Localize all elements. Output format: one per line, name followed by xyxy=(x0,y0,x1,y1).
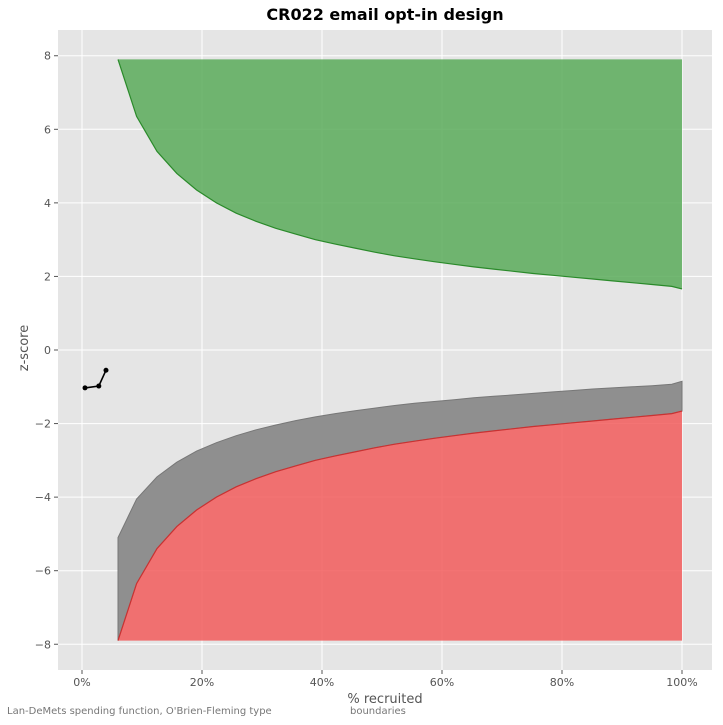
boundary-areas xyxy=(117,59,683,641)
y-tick-label: 8 xyxy=(44,50,51,63)
observed-path xyxy=(82,367,109,391)
footnote-text-continued: boundaries xyxy=(350,706,406,717)
efficacy-region xyxy=(118,59,682,289)
x-tick-label: 20% xyxy=(190,676,214,689)
x-tick-label: 40% xyxy=(310,676,334,689)
harm-region xyxy=(118,411,682,641)
lower-boundary-line xyxy=(117,410,683,641)
y-axis-label: z-score xyxy=(17,325,32,371)
x-tick-label: 60% xyxy=(430,676,454,689)
chart-title: CR022 email opt-in design xyxy=(266,5,503,24)
y-tick-label: 0 xyxy=(44,344,51,357)
x-axis-label: % recruited xyxy=(347,692,422,707)
upper-boundary-line xyxy=(117,59,683,290)
observed-point xyxy=(82,385,88,391)
y-tick-label: 6 xyxy=(44,123,51,136)
observed-point xyxy=(96,383,102,389)
y-tick-label: −2 xyxy=(35,418,51,431)
y-tick-label: 4 xyxy=(44,197,51,210)
observed-point xyxy=(103,367,109,373)
y-tick-label: −4 xyxy=(35,491,51,504)
x-tick-label: 100% xyxy=(666,676,697,689)
y-tick-label: −8 xyxy=(35,638,51,651)
y-tick-label: −6 xyxy=(35,565,51,578)
x-axis-ticks: 0% 20% 40% 60% 80% 100% xyxy=(73,670,698,689)
x-tick-label: 80% xyxy=(550,676,574,689)
y-tick-label: 2 xyxy=(44,270,51,283)
footnote-text: Lan-DeMets spending function, O'Brien-Fl… xyxy=(7,706,272,717)
x-tick-label: 0% xyxy=(73,676,90,689)
y-axis-ticks: −8 −6 −4 −2 0 2 4 6 8 xyxy=(35,50,58,651)
